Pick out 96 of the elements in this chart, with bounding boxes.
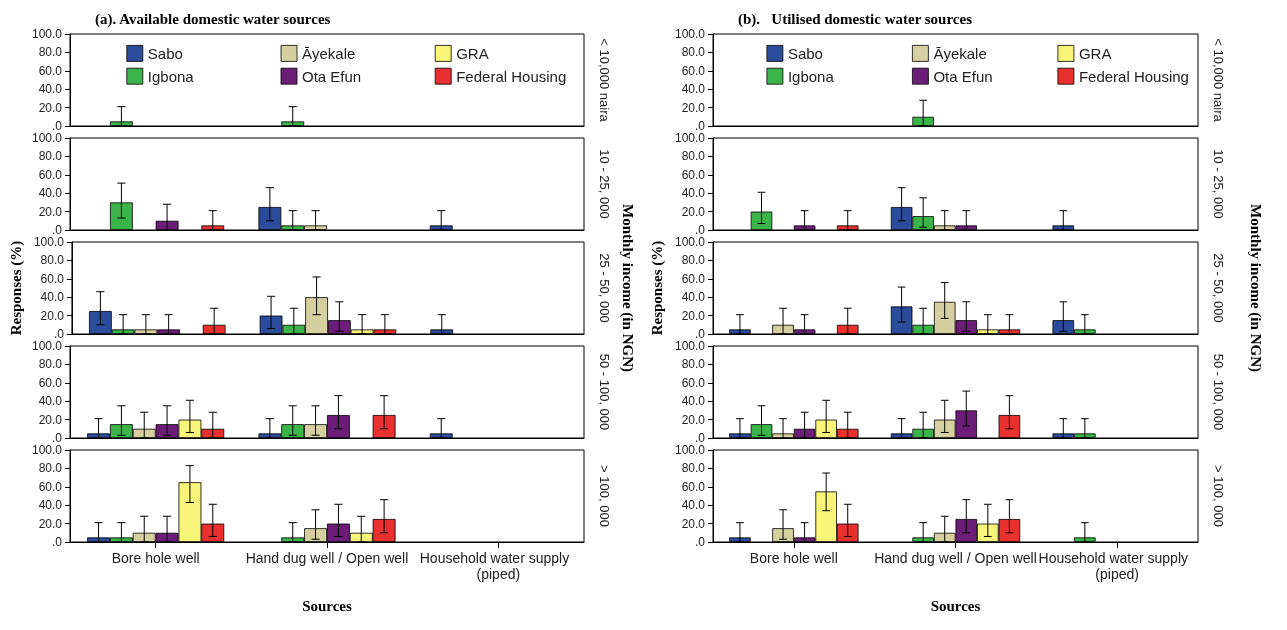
legend-label: Āyekale [933, 44, 987, 62]
legend-label: GRA [1078, 44, 1112, 62]
y-tick-label: 20.0 [38, 204, 63, 219]
y-tick-label: 20.0 [681, 308, 706, 323]
y-tick-label: 60.0 [40, 271, 65, 286]
y-axis-title: Responses (%) [648, 240, 666, 336]
y-tick-label: 100.0 [33, 235, 65, 249]
y-tick-label: .0 [53, 327, 65, 341]
y-tick-label: 60.0 [681, 375, 706, 390]
y2-axis-title: 50 - 100, 000 [1211, 353, 1226, 431]
legend-label: Ota Efun [933, 67, 993, 85]
legend-label: Āyekale [302, 44, 356, 62]
y-tick-label: 40.0 [681, 290, 706, 305]
y-tick-label: 80.0 [38, 45, 63, 60]
y-axis-title: Responses (%) [7, 240, 25, 336]
x-tick-label: Household water supply (piped) [419, 550, 577, 582]
legend-label: Federal Housing [1078, 67, 1189, 85]
y-tick-label: 40.0 [681, 186, 706, 201]
y-tick-label: 60.0 [38, 63, 63, 78]
y-tick-label: .0 [51, 223, 63, 237]
y-tick-label: 100.0 [674, 339, 706, 353]
y2-axis-title: 50 - 100, 000 [597, 353, 612, 431]
y-tick-label: 80.0 [681, 149, 706, 164]
y-tick-label: .0 [694, 431, 706, 445]
legend-label: Sabo [147, 44, 183, 62]
y-tick-label: 20.0 [681, 100, 706, 115]
text: Monthly income (in NGN) [1247, 204, 1264, 372]
legend-label: Sabo [787, 44, 823, 62]
y-tick-label: 40.0 [38, 186, 63, 201]
y-tick-label: 40.0 [681, 394, 706, 409]
y-tick-label: 80.0 [681, 45, 706, 60]
y-tick-label: 80.0 [38, 461, 63, 476]
y2-axis-title: 10 - 25, 000 [1211, 149, 1226, 219]
y-tick-label: .0 [694, 119, 706, 133]
chart-title: (a). Available domestic water sources [95, 10, 331, 28]
y2-axis-title: > 100, 000 [1211, 465, 1226, 527]
chart-title: (b). Utilised domestic water sources [738, 10, 973, 28]
y-tick-label: 100.0 [31, 443, 63, 457]
y-tick-label: 20.0 [38, 412, 63, 427]
legend-label: Federal Housing [456, 67, 567, 85]
y-tick-label: .0 [51, 119, 63, 133]
y-tick-label: 20.0 [40, 308, 65, 323]
x-tick-label: Household water supply (piped) [1038, 550, 1196, 582]
y-tick-label: 80.0 [38, 149, 63, 164]
y-tick-label: 20.0 [681, 412, 706, 427]
y-tick-label: 80.0 [681, 461, 706, 476]
y-tick-label: 80.0 [38, 357, 63, 372]
y2-axis-title: < 10,000 naira [1211, 38, 1226, 123]
y-tick-label: 40.0 [38, 394, 63, 409]
y-tick-label: 60.0 [681, 167, 706, 182]
y-tick-label: .0 [694, 535, 706, 549]
y-tick-label: 100.0 [674, 443, 706, 457]
y-tick-label: .0 [694, 223, 706, 237]
y-tick-label: 40.0 [38, 498, 63, 513]
y-tick-label: 60.0 [681, 63, 706, 78]
y2-axis-title: 25 - 50, 000 [1211, 253, 1226, 323]
y-tick-label: 100.0 [674, 131, 706, 145]
y-tick-label: 100.0 [31, 27, 63, 41]
x-tick-label: Bore hole well [749, 550, 838, 566]
x-tick-label: Bore hole well [111, 550, 200, 566]
y-tick-label: 20.0 [681, 204, 706, 219]
x-tick-label: Hand dug well / Open well [874, 550, 1037, 566]
legend-label: Igbona [147, 67, 195, 85]
y-tick-label: 20.0 [38, 100, 63, 115]
x-axis-title: Sources [302, 597, 353, 614]
x-axis-title: Sources [930, 597, 981, 614]
x-tick-label: Hand dug well / Open well [245, 550, 409, 566]
y2-axis-title: > 100, 000 [597, 465, 612, 527]
y-tick-label: 100.0 [31, 339, 63, 353]
y-tick-label: .0 [51, 431, 63, 445]
y-tick-label: 60.0 [38, 479, 63, 494]
y-tick-label: 100.0 [674, 235, 706, 249]
y-tick-label: .0 [694, 327, 706, 341]
text: Monthly income (in NGN) [619, 204, 636, 372]
y2-axis-title: < 10,000 naira [597, 38, 612, 123]
legend-label: Igbona [787, 67, 835, 85]
y-tick-label: 40.0 [681, 82, 706, 97]
y-tick-label: 60.0 [681, 479, 706, 494]
y-tick-label: 40.0 [681, 498, 706, 513]
y-tick-label: 80.0 [681, 357, 706, 372]
legend-label: GRA [456, 44, 489, 62]
y-tick-label: .0 [51, 535, 63, 549]
y-tick-label: 20.0 [38, 516, 63, 531]
y-tick-label: 60.0 [681, 271, 706, 286]
y-tick-label: 100.0 [674, 27, 706, 41]
y-tick-label: 60.0 [38, 375, 63, 390]
y-tick-label: 80.0 [40, 253, 65, 268]
legend-label: Ota Efun [302, 67, 362, 85]
y2-axis-title: 25 - 50, 000 [597, 253, 612, 323]
y-tick-label: 40.0 [38, 82, 63, 97]
y2-axis-title: 10 - 25, 000 [597, 149, 612, 219]
y-tick-label: 80.0 [681, 253, 706, 268]
y-tick-label: 40.0 [40, 290, 65, 305]
y-tick-label: 100.0 [31, 131, 63, 145]
y-tick-label: 60.0 [38, 167, 63, 182]
y-tick-label: 20.0 [681, 516, 706, 531]
